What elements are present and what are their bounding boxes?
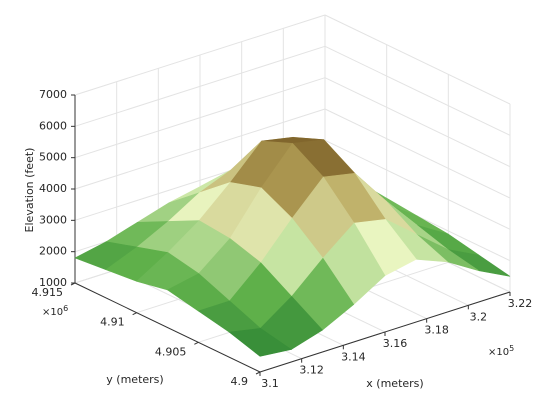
x-tick-label: 3.12 [299,364,324,377]
y-axis [74,282,261,373]
z-tick-label: 4000 [39,182,67,195]
grid-line [74,45,326,127]
x-tick-label: 3.18 [424,324,449,337]
grid-line [324,139,511,230]
grid-line [74,108,326,190]
x-tick-label: 3.22 [508,297,533,310]
z-tick-label: 3000 [39,213,67,226]
y-tick-label: 4.9 [231,375,249,388]
x-axis-label: x (meters) [366,377,423,390]
surface [74,136,511,357]
y-axis-label: y (meters) [106,373,163,386]
y-tick-label: 4.915 [32,286,64,299]
y-tick [255,371,261,375]
y-exponent-base: ×10 [42,307,63,318]
grid-line [74,77,326,159]
z-tick-label: 7000 [39,88,67,101]
y-tick [194,341,199,345]
y-exponent: ×106 [42,304,68,319]
y-exponent-power: 6 [63,304,68,313]
grid-line [324,14,511,105]
y-tick-label: 4.905 [155,345,187,358]
x-exponent-power: 5 [509,344,514,353]
z-axis-label: Elevation (feet) [23,148,36,233]
y-tick [132,312,137,316]
grid-line [74,14,326,96]
x-tick-label: 3.2 [470,310,488,323]
x-tick-label: 3.14 [341,350,366,363]
z-tick-label: 5000 [39,151,67,164]
x-exponent-base: ×10 [488,347,509,358]
grid-line [324,77,511,168]
grid-line [324,45,511,136]
surface-cell [228,328,292,357]
z-tick-label: 6000 [39,119,67,132]
x-tick-label: 3.16 [383,337,408,350]
x-exponent: ×105 [488,344,514,359]
y-tick-label: 4.91 [100,316,125,329]
z-tick-label: 1000 [39,276,67,289]
z-tick-label: 2000 [39,245,67,258]
grid-line [324,108,511,199]
x-tick-label: 3.1 [261,377,279,390]
